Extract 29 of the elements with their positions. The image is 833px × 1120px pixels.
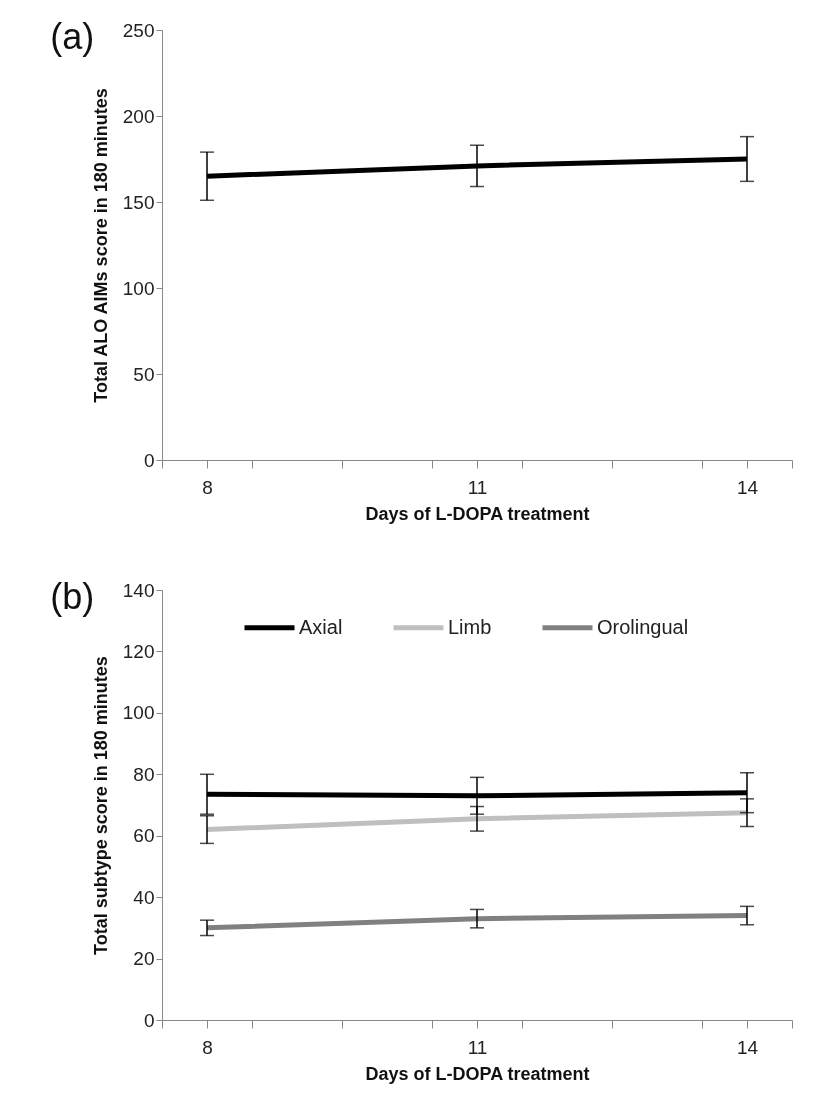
y-tick-label: 0 — [143, 449, 155, 471]
legend-label: Orolingual — [597, 615, 689, 638]
x-axis-title: Days of L-DOPA treatment — [365, 503, 590, 524]
legend-label: Limb — [448, 615, 492, 638]
x-tick-label: 11 — [467, 1036, 488, 1058]
y-tick-label: 150 — [122, 191, 155, 213]
y-tick-label: 120 — [122, 640, 155, 662]
y-tick-label: 250 — [122, 19, 155, 41]
y-tick-label: 20 — [133, 948, 155, 970]
chart-title: (b) — [50, 576, 95, 617]
x-tick-label: 14 — [736, 476, 759, 498]
x-tick-label: 8 — [202, 476, 213, 498]
chart-title: (a) — [50, 16, 95, 57]
x-axis-title: Days of L-DOPA treatment — [365, 1063, 590, 1084]
y-tick-label: 100 — [122, 702, 155, 724]
x-tick-label: 14 — [736, 1036, 759, 1058]
x-tick-label: 11 — [467, 476, 488, 498]
y-tick-label: 50 — [133, 363, 155, 385]
y-axis-title: Total ALO AIMs score in 180 minutes — [90, 88, 111, 403]
y-tick-label: 40 — [133, 886, 155, 908]
legend-label: Axial — [299, 615, 343, 638]
y-tick-label: 140 — [122, 579, 155, 601]
y-tick-label: 60 — [133, 825, 155, 847]
y-tick-label: 100 — [122, 277, 155, 299]
y-tick-label: 80 — [133, 763, 155, 785]
y-tick-label: 200 — [122, 105, 155, 127]
y-tick-label: 0 — [143, 1009, 155, 1031]
x-tick-label: 8 — [202, 1036, 213, 1058]
y-axis-title: Total subtype score in 180 minutes — [90, 656, 111, 955]
